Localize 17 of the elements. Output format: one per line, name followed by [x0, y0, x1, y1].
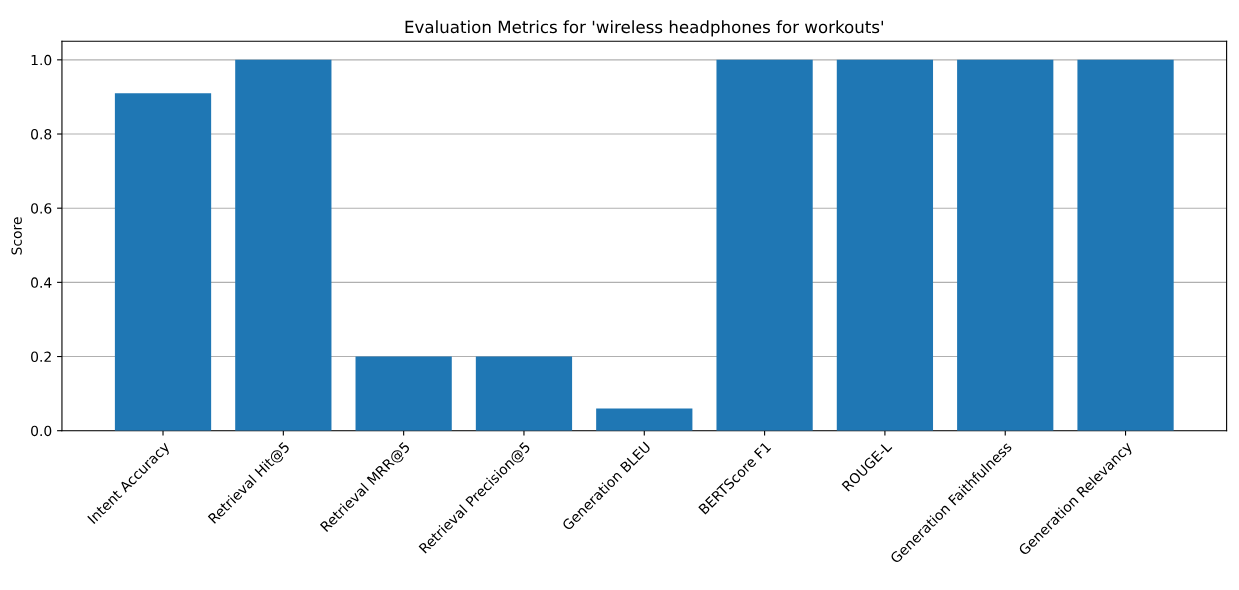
y-tick-label: 0.8: [31, 128, 52, 140]
y-tick-label: 1.0: [31, 54, 52, 66]
bar: [355, 356, 452, 431]
bar: [1077, 59, 1174, 431]
y-tick-label: 0.4: [31, 277, 52, 288]
y-tick-label: 0.0: [31, 425, 52, 437]
bar: [596, 408, 693, 431]
bar: [836, 59, 934, 431]
y-tick-label: 0.2: [31, 351, 51, 362]
y-axis-title: Score: [11, 217, 22, 255]
chart-title: Evaluation Metrics for 'wireless headphones for workouts': [405, 20, 883, 37]
y-tick-label: 0.6: [31, 203, 52, 214]
bar: [235, 59, 332, 431]
bar: [957, 59, 1054, 431]
bar: [475, 356, 573, 431]
bar: [114, 93, 212, 431]
bar: [716, 59, 813, 431]
